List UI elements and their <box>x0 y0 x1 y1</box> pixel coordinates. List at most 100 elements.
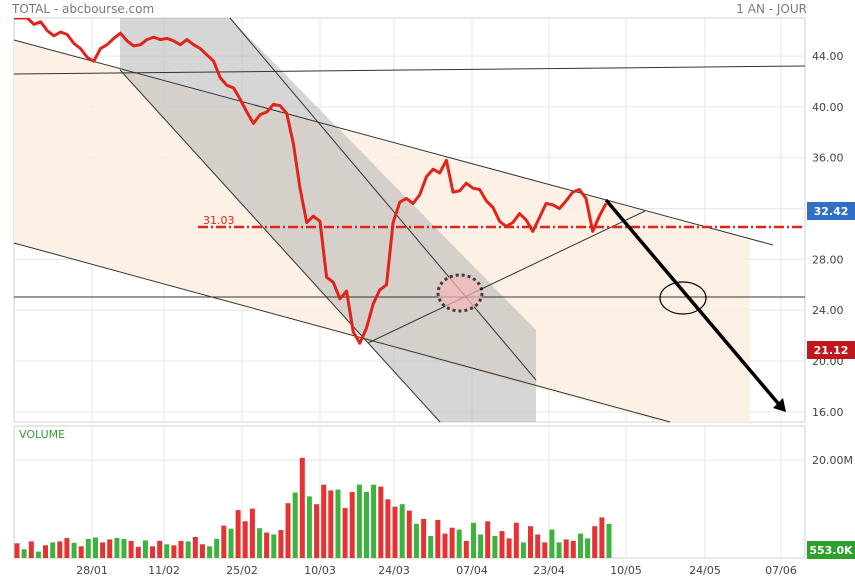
price-axis-tick-label: 36.00 <box>812 152 844 165</box>
date-axis-tick-label: 23/04 <box>533 564 565 577</box>
volume-bar <box>421 519 426 558</box>
date-axis-tick-label: 10/03 <box>304 564 336 577</box>
volume-bar <box>443 534 448 558</box>
volume-bar <box>371 485 376 558</box>
volume-bar <box>207 546 212 558</box>
volume-bar <box>264 533 269 558</box>
volume-bar <box>350 492 355 558</box>
volume-bar <box>114 538 119 558</box>
volume-bar <box>293 493 298 559</box>
volume-bar <box>307 496 312 558</box>
volume-bar <box>328 491 333 559</box>
volume-bar <box>343 508 348 558</box>
volume-bar <box>93 538 98 559</box>
volume-bar <box>50 542 55 558</box>
volume-bar <box>143 540 148 558</box>
date-axis-tick-label: 07/04 <box>456 564 488 577</box>
volume-bar <box>250 509 255 558</box>
volume-bar <box>457 530 462 558</box>
volume-bar <box>321 485 326 558</box>
volume-bar <box>507 538 512 558</box>
price-axis-tick-label: 28.00 <box>812 253 844 266</box>
volume-bar <box>542 542 547 558</box>
volume-bar <box>428 536 433 558</box>
volume-bar <box>200 544 205 558</box>
volume-bar <box>535 535 540 559</box>
volume-bar <box>450 528 455 558</box>
price-axis-tick-label: 40.00 <box>812 101 844 114</box>
price-axis-tick-label: 24.00 <box>812 304 844 317</box>
volume-bar <box>514 523 519 558</box>
volume-bar <box>193 537 198 558</box>
volume-bar <box>364 492 369 558</box>
volume-bar <box>157 541 162 558</box>
volume-bar <box>557 542 562 558</box>
volume-bar <box>100 542 105 558</box>
volume-bar <box>36 552 41 558</box>
volume-bar <box>271 535 276 559</box>
reference-line-label: 31.03 <box>203 214 235 227</box>
volume-bar <box>393 507 398 558</box>
volume-bar <box>414 524 419 558</box>
volume-bar <box>607 524 612 558</box>
date-axis-tick-label: 10/05 <box>610 564 642 577</box>
volume-bar <box>86 539 91 558</box>
date-axis-tick-label: 28/01 <box>76 564 108 577</box>
date-axis-tick-label: 24/05 <box>689 564 721 577</box>
volume-badge-text: 553.0K <box>809 544 853 557</box>
volume-bar <box>435 520 440 558</box>
volume-bar <box>564 539 569 558</box>
volume-bar <box>578 534 583 558</box>
volume-bar <box>22 549 27 558</box>
volume-bar <box>257 528 262 558</box>
volume-bar <box>549 530 554 558</box>
volume-bar <box>407 511 412 558</box>
volume-bar <box>378 487 383 558</box>
volume-bar <box>500 531 505 558</box>
volume-bar <box>592 526 597 558</box>
volume-bar <box>521 542 526 558</box>
volume-bar <box>314 504 319 558</box>
price-axis-tick-label: 44.00 <box>812 50 844 63</box>
volume-bar <box>150 546 155 558</box>
volume-bar <box>179 541 184 558</box>
volume-bar <box>357 485 362 558</box>
volume-bar <box>15 543 20 558</box>
volume-bar <box>43 545 48 558</box>
volume-bar <box>286 503 291 558</box>
date-axis-tick-label: 24/03 <box>378 564 410 577</box>
volume-bar <box>464 541 469 558</box>
date-axis-tick-label: 11/02 <box>148 564 180 577</box>
volume-bar <box>243 521 248 558</box>
volume-bar <box>278 530 283 558</box>
volume-bar <box>400 504 405 558</box>
volume-bar <box>214 539 219 558</box>
volume-bar <box>599 517 604 558</box>
volume-bar <box>585 538 590 558</box>
volume-bar <box>122 539 127 558</box>
volume-bar <box>336 490 341 558</box>
low-price-badge-text: 21.12 <box>814 344 849 357</box>
volume-bar <box>221 526 226 558</box>
volume-bar <box>29 541 34 558</box>
date-axis-tick-label: 07/06 <box>765 564 797 577</box>
volume-bar <box>57 541 62 558</box>
volume-bar <box>300 458 305 558</box>
volume-title: VOLUME <box>19 428 65 441</box>
volume-bar <box>129 541 134 558</box>
volume-bar <box>471 523 476 558</box>
volume-bar <box>478 535 483 559</box>
volume-bar <box>136 547 141 558</box>
price-axis-tick-label: 16.00 <box>812 406 844 419</box>
volume-bar <box>164 544 169 558</box>
intersection-circle-annotation <box>438 275 482 311</box>
volume-bar <box>528 526 533 558</box>
volume-bar <box>571 541 576 558</box>
date-axis-tick-label: 25/02 <box>226 564 258 577</box>
volume-bar <box>171 545 176 558</box>
volume-bar <box>492 536 497 558</box>
volume-bar <box>229 529 234 558</box>
volume-bar <box>107 539 112 558</box>
volume-bar <box>236 510 241 558</box>
volume-bar <box>79 546 84 558</box>
